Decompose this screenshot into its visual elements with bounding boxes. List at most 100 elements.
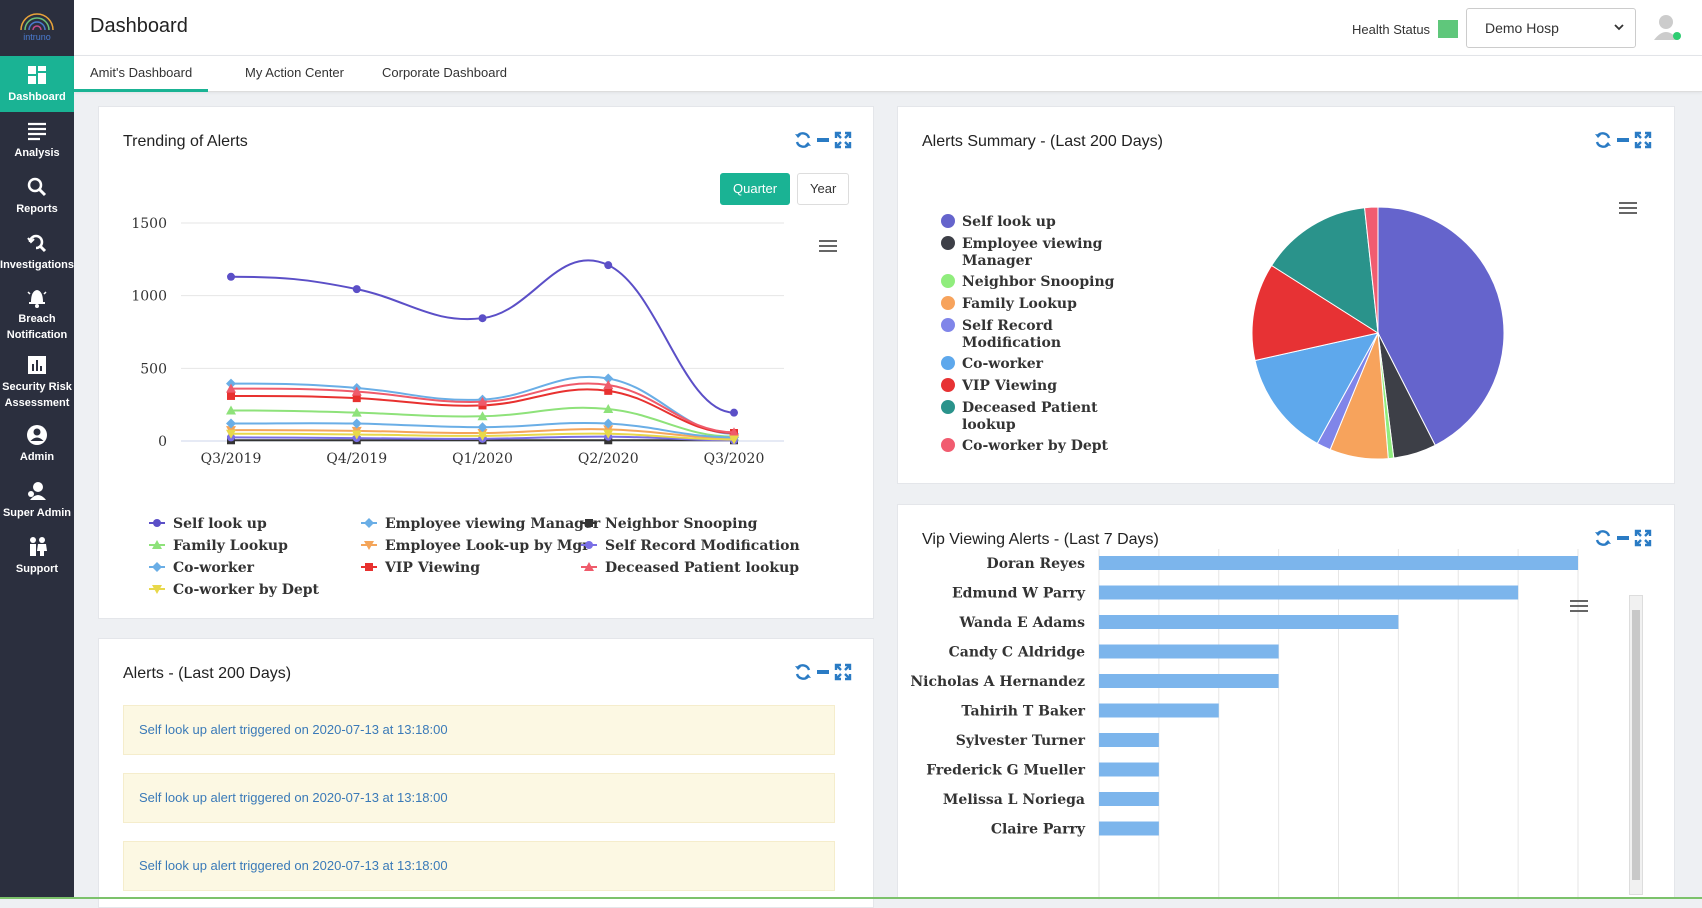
legend-item-label[interactable]: Co-worker by Dept bbox=[173, 582, 320, 598]
data-point bbox=[478, 411, 488, 420]
legend-item-label[interactable]: Employee Look-up by Mgr bbox=[385, 538, 590, 554]
legend-item-label[interactable]: Employee viewing Manager bbox=[385, 516, 601, 532]
bar[interactable] bbox=[1099, 586, 1518, 600]
svg-text:intruno: intruno bbox=[23, 32, 51, 42]
data-point bbox=[729, 434, 739, 443]
legend-item-label[interactable]: Self look up bbox=[173, 516, 267, 532]
chart-menu-icon[interactable] bbox=[1570, 599, 1588, 613]
tab-my-action-center[interactable]: My Action Center bbox=[229, 56, 360, 92]
legend-marker bbox=[941, 318, 955, 332]
bar[interactable] bbox=[1099, 792, 1159, 806]
bar[interactable] bbox=[1099, 556, 1578, 570]
sidebar-item-support[interactable]: Support bbox=[0, 528, 74, 584]
sidebar-item-investigations[interactable]: Investigations bbox=[0, 224, 74, 280]
legend-marker bbox=[941, 356, 955, 370]
user-avatar[interactable] bbox=[1652, 12, 1682, 47]
sidebar-item-label: Breach Notification bbox=[0, 311, 74, 343]
data-point bbox=[226, 405, 236, 414]
legend-item-label[interactable]: Self Record Modification bbox=[605, 538, 800, 554]
legend-item-label[interactable]: Co-worker bbox=[173, 560, 255, 576]
series-line bbox=[231, 434, 734, 440]
legend-item-label[interactable]: Self look up bbox=[962, 214, 1056, 230]
tab-corporate-dashboard[interactable]: Corporate Dashboard bbox=[366, 56, 523, 92]
tab-amits-dashboard[interactable]: Amit's Dashboard bbox=[74, 56, 208, 92]
expand-icon[interactable] bbox=[834, 663, 852, 681]
legend-item-label[interactable]: Family Lookup bbox=[962, 296, 1077, 312]
data-point bbox=[603, 380, 613, 389]
data-point bbox=[603, 374, 613, 384]
legend-item-label[interactable]: Co-worker bbox=[962, 356, 1044, 372]
bar[interactable] bbox=[1099, 674, 1279, 688]
category-label: Frederick G Mueller bbox=[926, 763, 1085, 779]
expand-icon[interactable] bbox=[834, 131, 852, 149]
data-point bbox=[227, 436, 235, 444]
bar[interactable] bbox=[1099, 615, 1398, 629]
minimize-icon[interactable] bbox=[816, 663, 830, 681]
legend-item-label[interactable]: Deceased Patient lookup bbox=[605, 560, 799, 576]
bar[interactable] bbox=[1099, 733, 1159, 747]
chart-menu-icon[interactable] bbox=[819, 239, 837, 253]
sidebar-item-label: Super Admin bbox=[3, 505, 71, 521]
data-point bbox=[227, 392, 235, 400]
legend-marker bbox=[585, 541, 593, 549]
bar[interactable] bbox=[1099, 645, 1279, 659]
legend-item-label[interactable]: Neighbor Snooping bbox=[605, 516, 758, 532]
sidebar-item-reports[interactable]: Reports bbox=[0, 168, 74, 224]
brand-logo[interactable]: intruno bbox=[0, 0, 74, 56]
sidebar-item-label: Reports bbox=[16, 201, 58, 217]
super-admin-icon bbox=[26, 480, 48, 502]
top-bar: Dashboard Health Status Demo Hosp bbox=[74, 0, 1702, 56]
data-point bbox=[226, 426, 236, 435]
data-point bbox=[604, 387, 612, 395]
refresh-icon[interactable] bbox=[794, 663, 812, 681]
alerts-summary-panel: Alerts Summary - (Last 200 Days) Self lo… bbox=[897, 106, 1675, 484]
legend-item-label[interactable]: Co-worker by Dept bbox=[962, 438, 1109, 454]
sidebar-item-breach-notification[interactable]: Breach Notification bbox=[0, 280, 74, 348]
sidebar-item-admin[interactable]: Admin bbox=[0, 416, 74, 472]
dashboard-icon bbox=[26, 64, 48, 86]
y-tick-label: 1000 bbox=[131, 289, 167, 305]
alert-item[interactable]: Self look up alert triggered on 2020-07-… bbox=[123, 841, 835, 891]
alert-item[interactable]: Self look up alert triggered on 2020-07-… bbox=[123, 773, 835, 823]
hospital-select-value: Demo Hosp bbox=[1485, 20, 1559, 36]
legend-marker bbox=[941, 214, 955, 228]
minimize-icon[interactable] bbox=[816, 131, 830, 149]
data-point bbox=[478, 432, 488, 441]
chart-scrollbar[interactable] bbox=[1629, 595, 1643, 895]
bar[interactable] bbox=[1099, 704, 1219, 718]
y-tick-label: 0 bbox=[158, 434, 167, 450]
bell-icon bbox=[26, 286, 48, 308]
page-title: Dashboard bbox=[90, 15, 188, 38]
refresh-icon[interactable] bbox=[794, 131, 812, 149]
sidebar-item-dashboard[interactable]: Dashboard bbox=[0, 56, 74, 112]
scrollbar-thumb[interactable] bbox=[1632, 610, 1640, 880]
sidebar-item-security-risk-assessment[interactable]: Security Risk Assessment bbox=[0, 348, 74, 416]
data-point bbox=[479, 401, 487, 409]
legend-item-label[interactable]: Neighbor Snooping bbox=[962, 274, 1115, 290]
bar[interactable] bbox=[1099, 763, 1159, 777]
y-tick-label: 1500 bbox=[131, 216, 167, 232]
dashboard-tabs: Amit's Dashboard My Action Center Corpor… bbox=[74, 56, 1702, 92]
sidebar-item-analysis[interactable]: Analysis bbox=[0, 112, 74, 168]
data-point bbox=[478, 395, 488, 405]
hospital-select[interactable]: Demo Hosp bbox=[1466, 8, 1636, 48]
legend-item-label[interactable]: VIP Viewing bbox=[384, 560, 480, 576]
alert-item[interactable]: Self look up alert triggered on 2020-07-… bbox=[123, 705, 835, 755]
bar[interactable] bbox=[1099, 822, 1159, 836]
sidebar-item-super-admin[interactable]: Super Admin bbox=[0, 472, 74, 528]
data-point bbox=[730, 436, 738, 444]
legend-item-label[interactable]: Family Lookup bbox=[173, 538, 288, 554]
chart-menu-icon[interactable] bbox=[1619, 201, 1637, 215]
legend-item-label[interactable]: VIP Viewing bbox=[961, 378, 1057, 394]
logo-icon: intruno bbox=[7, 8, 67, 48]
quarter-button[interactable]: Quarter bbox=[720, 173, 790, 205]
legend-marker bbox=[941, 274, 955, 288]
alerts-list-panel: Alerts - (Last 200 Days) Self look up al… bbox=[98, 638, 874, 908]
year-button[interactable]: Year bbox=[797, 173, 849, 205]
legend-marker bbox=[584, 562, 594, 571]
